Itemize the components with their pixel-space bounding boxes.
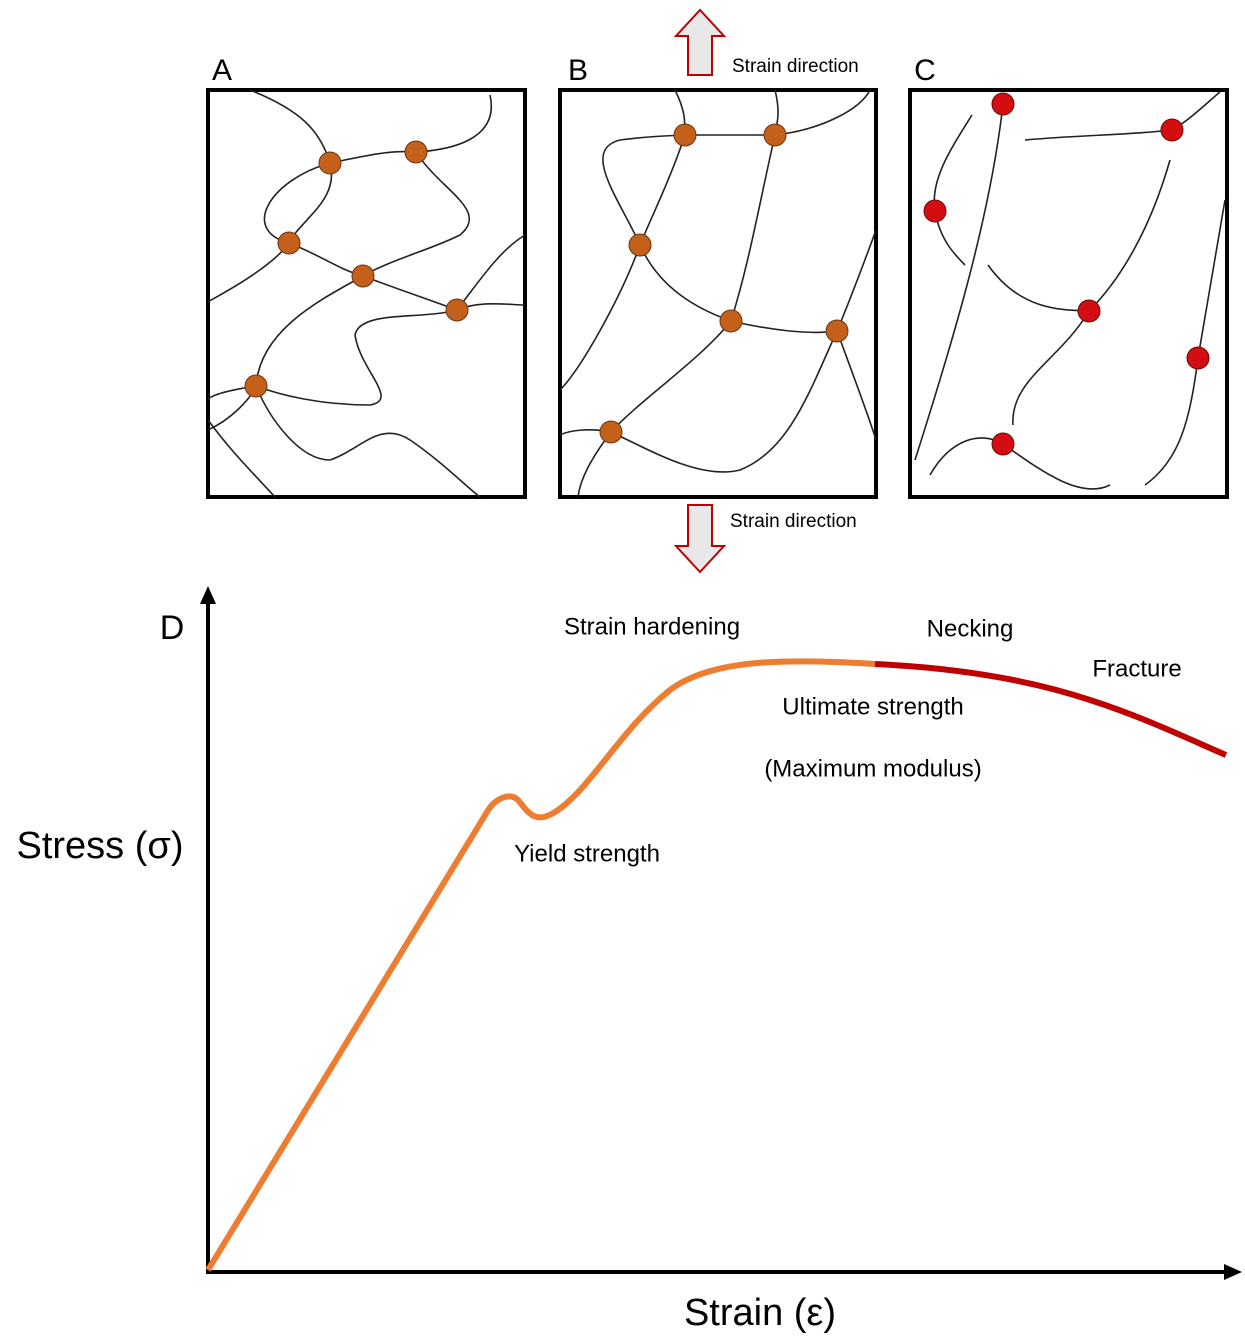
crosslink (924, 200, 946, 222)
annotation: (Maximum modulus) (764, 755, 981, 782)
crosslink (278, 232, 300, 254)
elastic-plastic-curve (208, 661, 875, 1270)
annotation: Ultimate strength (782, 693, 963, 720)
stress-strain-graph: D Stress (σ) Strain (ε) Strain hardening… (16, 586, 1242, 1334)
strain-direction-label: Strain direction (730, 511, 857, 532)
diagram: A B (0, 0, 1245, 1337)
crosslink (446, 299, 468, 321)
axis-arrow (1224, 1264, 1242, 1280)
crosslink (629, 234, 651, 256)
crosslink (720, 310, 742, 332)
crosslink (319, 152, 341, 174)
crosslink (674, 124, 696, 146)
panel-label: B (568, 54, 588, 87)
crosslink (1161, 119, 1183, 141)
crosslink (764, 124, 786, 146)
strain-arrow (676, 505, 724, 572)
annotation: Strain hardening (564, 613, 740, 640)
crosslink (352, 265, 374, 287)
axis-arrow (200, 586, 216, 604)
panel-frame (208, 90, 525, 497)
panel-b: B (560, 54, 876, 497)
panel-a: A (208, 54, 525, 497)
panel-label: C (914, 54, 936, 87)
x-axis-label: Strain (ε) (684, 1292, 836, 1334)
crosslink (992, 433, 1014, 455)
strain-arrow (676, 10, 724, 75)
crosslink (405, 141, 427, 163)
annotation: Fracture (1092, 655, 1181, 682)
panel-frame (910, 90, 1227, 497)
crosslink (1187, 347, 1209, 369)
crosslink (245, 375, 267, 397)
crosslink (826, 320, 848, 342)
annotation: Necking (927, 615, 1014, 642)
panel-label: A (212, 54, 232, 87)
strain-direction-label: Strain direction (732, 56, 859, 77)
crosslink (600, 421, 622, 443)
crosslink (992, 93, 1014, 115)
panel-c: C (910, 54, 1227, 497)
panel-label: D (160, 609, 185, 647)
y-axis-label: Stress (σ) (16, 825, 183, 867)
crosslink (1078, 300, 1100, 322)
annotation: Yield strength (514, 840, 660, 867)
